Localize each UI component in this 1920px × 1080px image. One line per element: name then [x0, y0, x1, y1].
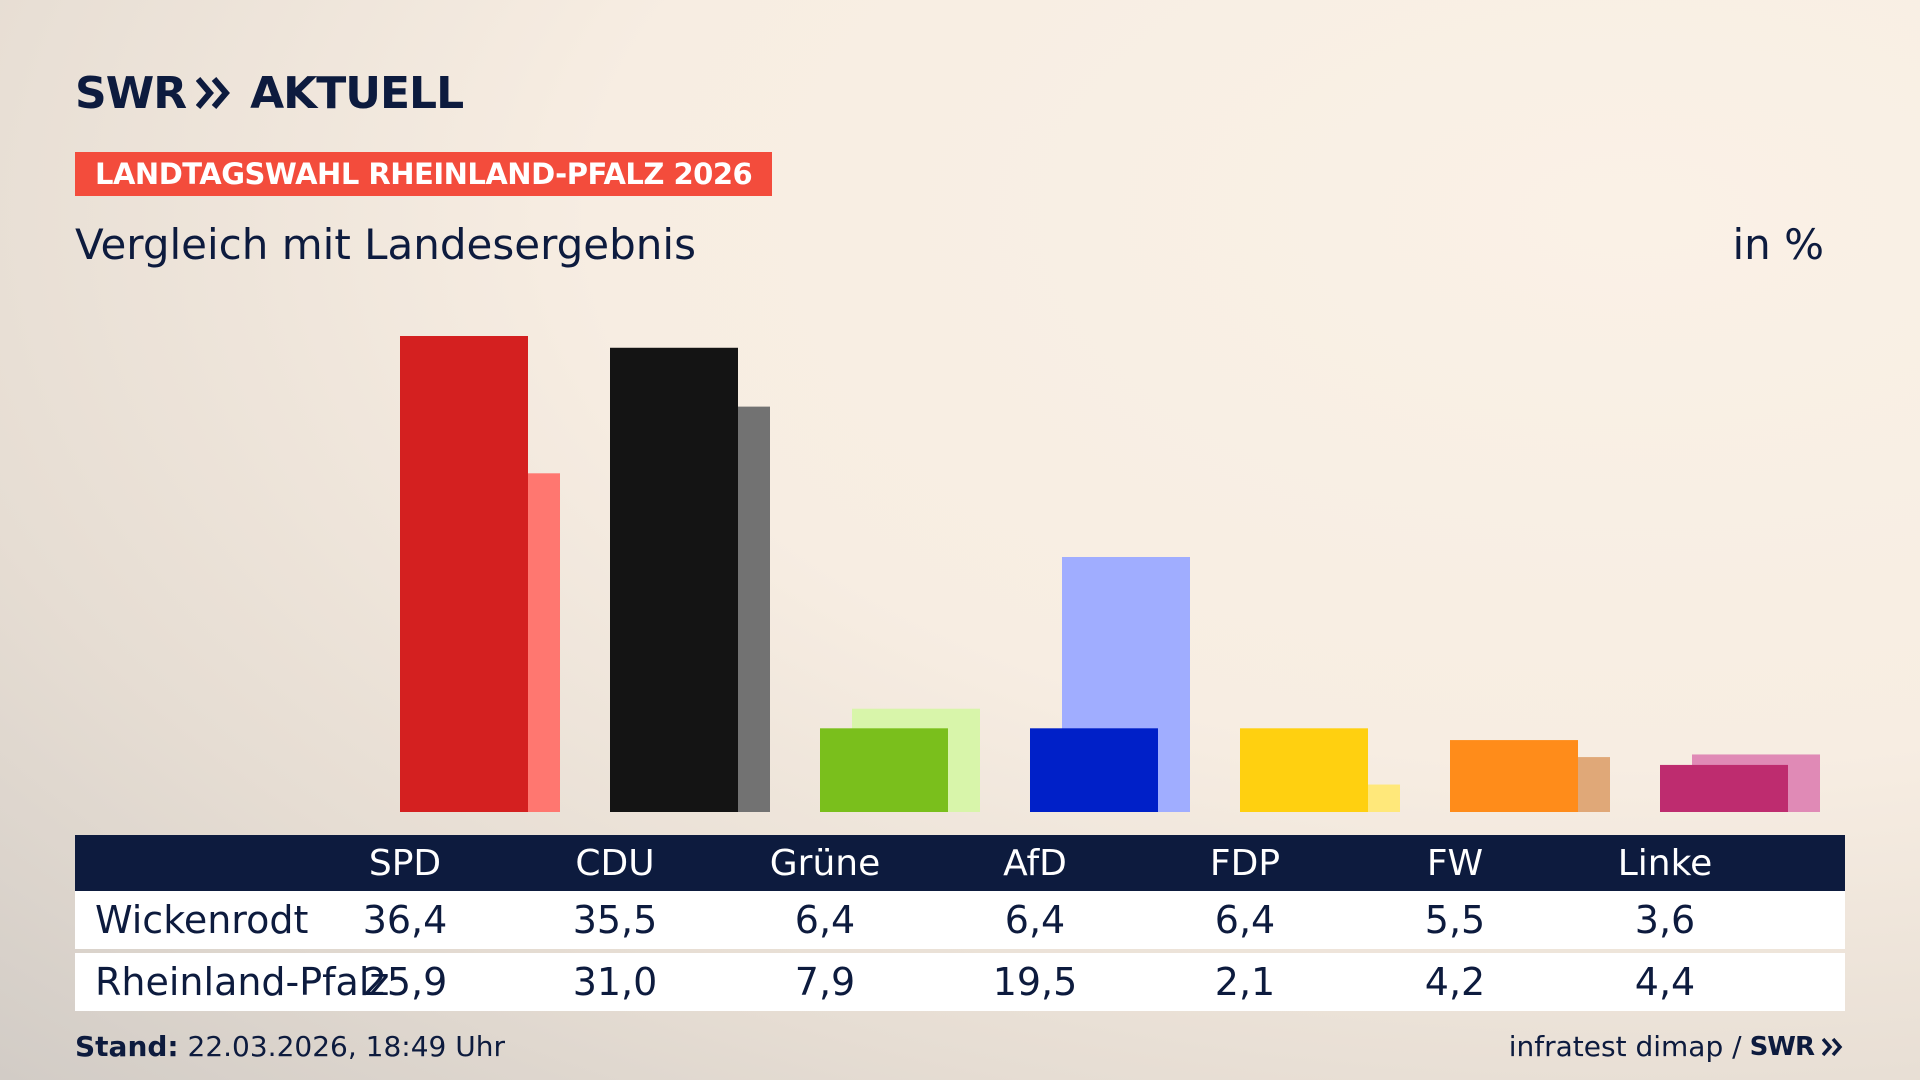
bar-landesergebnis-afd: [1062, 557, 1190, 812]
table-cell: 25,9: [362, 960, 448, 1004]
unit-label: in %: [1732, 220, 1824, 269]
row-label: Rheinland-Pfalz: [95, 960, 390, 1004]
table-cell: 19,5: [992, 960, 1078, 1004]
stand-label: Stand:: [75, 1030, 179, 1063]
source-brand: SWR: [1749, 1031, 1815, 1062]
chart-subtitle: Vergleich mit Landesergebnis: [75, 220, 696, 269]
table-cell: 4,4: [1634, 960, 1696, 1004]
bar-landesergebnis-spd: [432, 473, 560, 812]
column-header: SPD: [368, 842, 442, 884]
double-chevron-icon: [196, 77, 231, 109]
logo-swr-text: SWR: [75, 67, 187, 119]
bar-gemeinde-fdp: [1240, 728, 1368, 812]
table-cell: 35,5: [572, 898, 658, 942]
row-label: Wickenrodt: [95, 898, 309, 942]
table-cell: 2,1: [1214, 960, 1276, 1004]
source-credit: infratest dimap / SWR: [1509, 1030, 1844, 1063]
table-cell: 3,6: [1634, 898, 1696, 942]
bar-gemeinde-spd: [400, 336, 528, 812]
table-cell: 36,4: [362, 898, 448, 942]
bar-landesergebnis-cdu: [642, 406, 770, 812]
logo-aktuell-text: AKTUELL: [250, 67, 464, 119]
bar-landesergebnis-linke: [1692, 754, 1820, 812]
timestamp: Stand: 22.03.2026, 18:49 Uhr: [75, 1030, 505, 1063]
column-header: CDU: [575, 842, 655, 884]
column-header: Grüne: [769, 842, 881, 884]
table-cell: 6,4: [1214, 898, 1276, 942]
bar-gemeinde-linke: [1660, 764, 1788, 812]
column-header: Linke: [1617, 842, 1713, 884]
election-tag: LANDTAGSWAHL RHEINLAND-PFALZ 2026: [75, 152, 773, 196]
column-header: AfD: [1003, 842, 1067, 884]
table-cell: 31,0: [572, 960, 658, 1004]
small-double-chevron-icon: [1822, 1037, 1843, 1056]
table-cell: 4,2: [1424, 960, 1486, 1004]
table-header: SPD CDU Grüne AfD FDP FW Linke: [75, 835, 1845, 891]
bar-landesergebnis-fdp: [1272, 784, 1400, 812]
bar-gemeinde-afd: [1030, 728, 1158, 812]
table-cell: 5,5: [1424, 898, 1486, 942]
bar-gemeinde-grüne: [820, 728, 948, 812]
bar-gemeinde-cdu: [610, 347, 738, 812]
table-row: Wickenrodt 36,4 35,5 6,4 6,4 6,4 5,5 3,6: [75, 891, 1845, 949]
source-text: infratest dimap /: [1508, 1030, 1742, 1063]
column-header: FW: [1426, 842, 1484, 884]
column-header: FDP: [1209, 842, 1281, 884]
stand-value: 22.03.2026, 18:49 Uhr: [178, 1030, 505, 1063]
bar-landesergebnis-grüne: [852, 708, 980, 812]
table-row: Rheinland-Pfalz 25,9 31,0 7,9 19,5 2,1 4,2 4,4: [75, 953, 1845, 1011]
table-cell: 6,4: [1004, 898, 1066, 942]
table-cell: 7,9: [794, 960, 856, 1004]
bar-gemeinde-fw: [1450, 740, 1578, 812]
swr-aktuell-logo: SWR AKTUELL: [75, 67, 464, 119]
results-table: SPD CDU Grüne AfD FDP FW Linke Wickenrodt 36,4…: [75, 835, 1845, 1011]
bar-landesergebnis-fw: [1482, 757, 1610, 812]
table-cell: 6,4: [794, 898, 856, 942]
